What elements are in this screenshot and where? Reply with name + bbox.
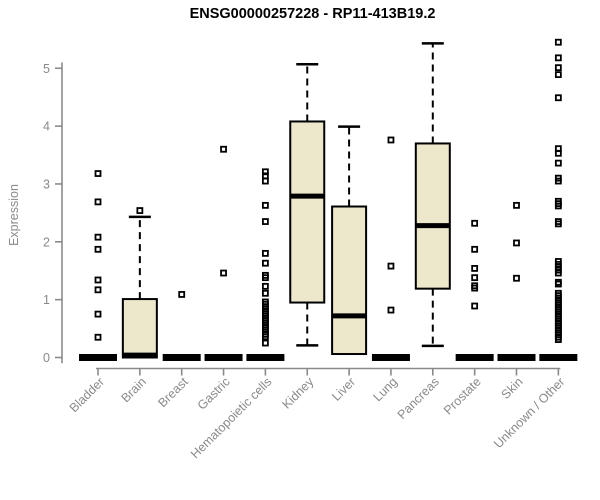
outlier-point-bladder xyxy=(94,286,102,294)
outlier-point-lung xyxy=(387,136,395,144)
y-tick-label-5: 5 xyxy=(43,62,50,76)
outlier-point-hematopoietic-cells xyxy=(261,168,269,176)
box-brain xyxy=(121,298,158,359)
outlier-point-unknown-other xyxy=(554,94,562,102)
collapsed-box-breast xyxy=(162,354,201,361)
outlier-point-unknown-other xyxy=(554,336,562,343)
outlier-point-unknown-other xyxy=(554,159,562,167)
outlier-point-skin xyxy=(513,274,520,282)
outlier-point-brain xyxy=(136,207,144,214)
x-tick-label-unknown-other: Unknown / Other xyxy=(491,375,567,451)
collapsed-box-hematopoietic-cells xyxy=(246,354,285,361)
x-tick-label-prostate: Prostate xyxy=(441,375,484,418)
outlier-point-prostate xyxy=(471,245,479,253)
outlier-point-bladder xyxy=(94,233,102,241)
box-kidney xyxy=(289,120,326,304)
outlier-point-prostate xyxy=(471,302,479,310)
outlier-point-hematopoietic-cells xyxy=(261,274,269,282)
chart-title: ENSG00000257228 - RP11-413B19.2 xyxy=(189,6,436,22)
outlier-point-prostate xyxy=(471,274,479,282)
outlier-point-hematopoietic-cells xyxy=(261,172,269,180)
outlier-point-unknown-other xyxy=(554,280,562,288)
y-tick-label-2: 2 xyxy=(43,235,50,249)
outlier-point-bladder xyxy=(94,310,102,318)
outlier-point-hematopoietic-cells xyxy=(261,259,269,267)
collapsed-box-gastric xyxy=(204,354,243,361)
box-pancreas xyxy=(414,142,451,290)
outlier-point-skin xyxy=(513,239,520,247)
outlier-point-hematopoietic-cells xyxy=(261,218,269,225)
y-tick-label-0: 0 xyxy=(43,351,50,365)
box-liver xyxy=(331,205,368,356)
outlier-point-bladder xyxy=(94,333,102,341)
y-tick-label-3: 3 xyxy=(43,177,50,191)
outlier-point-hematopoietic-cells xyxy=(261,282,269,290)
collapsed-box-prostate xyxy=(455,354,494,361)
outlier-point-hematopoietic-cells xyxy=(261,177,269,185)
outlier-point-unknown-other xyxy=(554,202,562,210)
outlier-point-prostate xyxy=(471,284,479,292)
collapsed-box-unknown-other xyxy=(539,354,578,361)
outlier-point-lung xyxy=(387,262,395,270)
x-tick-label-lung: Lung xyxy=(371,375,401,405)
x-tick-label-bladder: Bladder xyxy=(67,375,107,415)
outlier-point-prostate xyxy=(471,219,479,227)
x-tick-label-breast: Breast xyxy=(155,374,191,410)
outlier-point-bladder xyxy=(94,276,102,284)
x-tick-label-hematopoietic-cells: Hematopoietic cells xyxy=(188,375,275,462)
x-tick-label-kidney: Kidney xyxy=(279,374,316,411)
outlier-point-bladder xyxy=(94,170,102,177)
outlier-point-unknown-other xyxy=(554,149,562,157)
outlier-point-bladder xyxy=(94,245,102,253)
x-tick-label-pancreas: Pancreas xyxy=(395,375,442,422)
x-tick-label-gastric: Gastric xyxy=(195,375,233,413)
outlier-point-hematopoietic-cells xyxy=(261,249,269,257)
collapsed-box-lung xyxy=(371,354,410,361)
outlier-point-lung xyxy=(387,306,395,314)
outlier-point-hematopoietic-cells xyxy=(261,289,269,297)
x-tick-label-brain: Brain xyxy=(118,375,149,406)
x-tick-label-liver: Liver xyxy=(329,375,358,404)
outlier-point-unknown-other xyxy=(554,64,562,72)
collapsed-box-bladder xyxy=(79,354,117,361)
outlier-point-hematopoietic-cells xyxy=(261,201,269,209)
x-tick-label-skin: Skin xyxy=(499,375,526,402)
outlier-point-gastric xyxy=(220,269,227,277)
outlier-point-hematopoietic-cells xyxy=(261,339,269,347)
outlier-point-unknown-other xyxy=(554,220,562,228)
y-tick-label-1: 1 xyxy=(43,293,50,307)
y-tick-label-4: 4 xyxy=(43,120,50,134)
outlier-point-unknown-other xyxy=(554,54,562,62)
outlier-point-unknown-other xyxy=(554,38,562,46)
outlier-point-hematopoietic-cells xyxy=(261,333,269,341)
outlier-point-unknown-other xyxy=(554,71,562,79)
outlier-point-skin xyxy=(513,201,520,209)
outlier-point-unknown-other xyxy=(554,269,562,277)
outlier-point-prostate xyxy=(471,265,479,272)
outlier-point-gastric xyxy=(220,145,227,153)
outlier-point-unknown-other xyxy=(554,177,562,185)
outlier-point-bladder xyxy=(94,198,102,206)
collapsed-box-skin xyxy=(497,354,536,361)
outlier-point-breast xyxy=(178,291,186,298)
